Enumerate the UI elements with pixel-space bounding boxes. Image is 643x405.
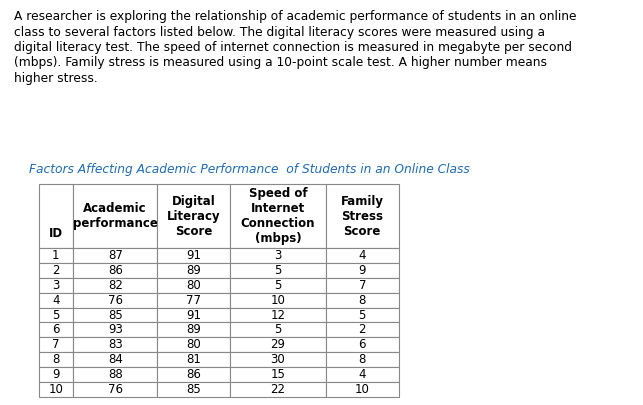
Text: 4: 4	[359, 249, 366, 262]
Text: class to several factors listed below. The digital literacy scores were measured: class to several factors listed below. T…	[14, 26, 545, 38]
Text: Speed of
Internet
Connection
(mbps): Speed of Internet Connection (mbps)	[240, 187, 315, 245]
Text: 77: 77	[186, 294, 201, 307]
Text: 3: 3	[52, 279, 60, 292]
Text: 89: 89	[186, 264, 201, 277]
Text: 85: 85	[108, 309, 123, 322]
Text: 91: 91	[186, 309, 201, 322]
Text: 80: 80	[186, 338, 201, 351]
Text: 88: 88	[108, 368, 123, 381]
Text: 76: 76	[107, 294, 123, 307]
Text: 81: 81	[186, 353, 201, 366]
Text: (mbps). Family stress is measured using a 10-point scale test. A higher number m: (mbps). Family stress is measured using …	[14, 56, 547, 69]
Text: ID: ID	[49, 228, 63, 241]
Text: 5: 5	[275, 324, 282, 337]
Text: 3: 3	[275, 249, 282, 262]
Text: 87: 87	[108, 249, 123, 262]
Text: A researcher is exploring the relationship of academic performance of students i: A researcher is exploring the relationsh…	[14, 10, 577, 23]
Text: 91: 91	[186, 249, 201, 262]
Text: 29: 29	[271, 338, 285, 351]
Text: 2: 2	[359, 324, 366, 337]
Text: 5: 5	[275, 264, 282, 277]
Text: 89: 89	[186, 324, 201, 337]
Text: 10: 10	[48, 383, 63, 396]
Text: 4: 4	[359, 368, 366, 381]
Text: digital literacy test. The speed of internet connection is measured in megabyte : digital literacy test. The speed of inte…	[14, 41, 572, 54]
Text: 7: 7	[359, 279, 366, 292]
Text: 86: 86	[186, 368, 201, 381]
Text: 85: 85	[186, 383, 201, 396]
Text: 76: 76	[107, 383, 123, 396]
Text: 82: 82	[108, 279, 123, 292]
Text: higher stress.: higher stress.	[14, 72, 98, 85]
Text: 10: 10	[271, 294, 285, 307]
Text: 8: 8	[52, 353, 60, 366]
Text: 12: 12	[271, 309, 285, 322]
Text: 80: 80	[186, 279, 201, 292]
Text: 5: 5	[52, 309, 60, 322]
Text: 15: 15	[271, 368, 285, 381]
Text: 5: 5	[359, 309, 366, 322]
Text: Academic
performance: Academic performance	[73, 202, 158, 230]
Text: Family
Stress
Score: Family Stress Score	[341, 195, 384, 238]
Text: 83: 83	[108, 338, 123, 351]
Text: 4: 4	[52, 294, 60, 307]
Text: 7: 7	[52, 338, 60, 351]
Text: 5: 5	[275, 279, 282, 292]
Text: 1: 1	[52, 249, 60, 262]
Text: 9: 9	[359, 264, 366, 277]
Text: 10: 10	[355, 383, 370, 396]
Text: 8: 8	[359, 353, 366, 366]
Text: 84: 84	[108, 353, 123, 366]
Text: 93: 93	[108, 324, 123, 337]
Text: 22: 22	[271, 383, 285, 396]
Text: 30: 30	[271, 353, 285, 366]
Text: 86: 86	[108, 264, 123, 277]
Text: Factors Affecting Academic Performance  of Students in an Online Class: Factors Affecting Academic Performance o…	[29, 163, 469, 176]
Text: 6: 6	[52, 324, 60, 337]
Text: 6: 6	[359, 338, 366, 351]
Text: 8: 8	[359, 294, 366, 307]
Text: Digital
Literacy
Score: Digital Literacy Score	[167, 195, 221, 238]
Text: 9: 9	[52, 368, 60, 381]
Text: 2: 2	[52, 264, 60, 277]
